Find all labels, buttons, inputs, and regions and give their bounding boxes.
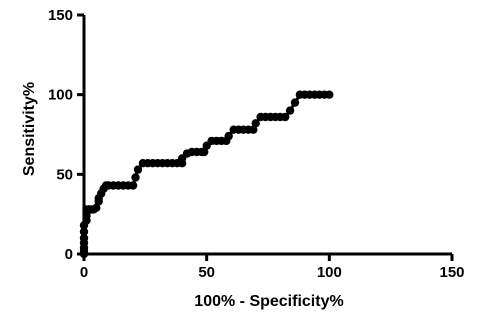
- data-point: [92, 203, 101, 212]
- y-tick-label: 150: [48, 7, 73, 24]
- x-tick-label: 100: [317, 264, 342, 281]
- y-tick-label: 0: [65, 246, 73, 263]
- data-point: [325, 90, 334, 99]
- tick-labels: 0 50 100 150 0 50 100 150: [48, 7, 465, 281]
- y-axis-label: Sensitivity%: [21, 82, 38, 176]
- data-point: [281, 112, 290, 122]
- x-tick-label: 50: [198, 264, 215, 281]
- data-point: [200, 147, 209, 157]
- series-line-layer: [82, 93, 330, 254]
- y-tick-label: 50: [56, 166, 73, 183]
- data-point: [133, 165, 143, 174]
- data-point: [290, 98, 300, 107]
- data-point: [79, 233, 89, 243]
- data-point: [131, 173, 140, 182]
- series-line: [82, 93, 330, 254]
- x-axis-label: 100% - Specificity%: [194, 293, 343, 310]
- x-tick-label: 150: [439, 264, 464, 281]
- data-point: [79, 227, 89, 236]
- data-point: [249, 125, 258, 134]
- data-points: [79, 90, 334, 259]
- data-point: [128, 181, 138, 190]
- data-point: [251, 119, 260, 128]
- y-tick-label: 100: [48, 87, 73, 104]
- data-point: [224, 131, 233, 141]
- axes: [77, 13, 454, 261]
- x-tick-label: 0: [80, 264, 88, 281]
- data-point: [285, 106, 295, 115]
